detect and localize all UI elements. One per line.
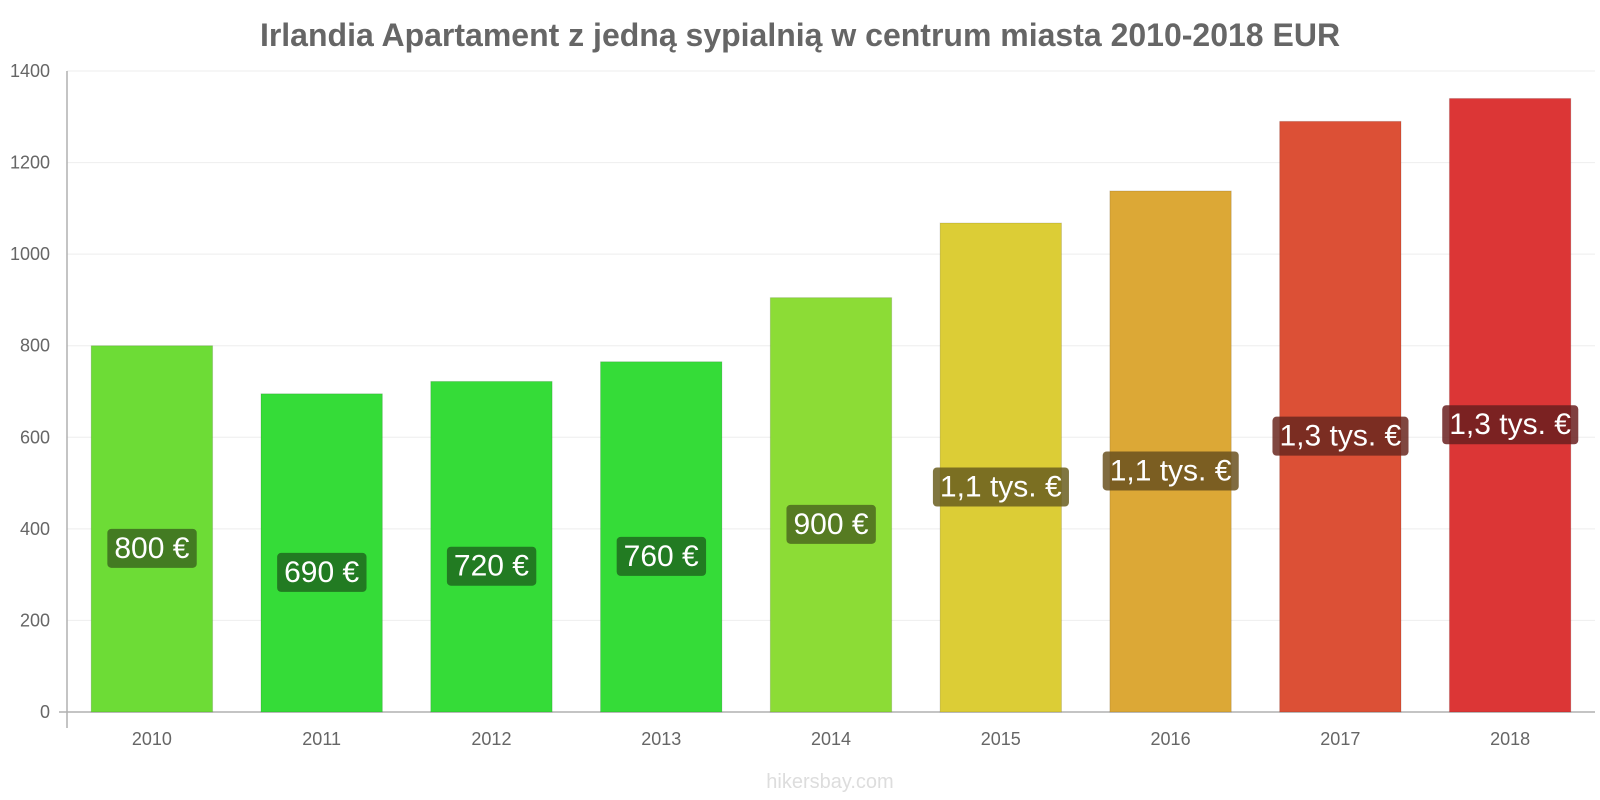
data-label-background <box>786 504 876 544</box>
x-tick-label: 2010 <box>132 729 172 749</box>
data-label-background <box>1442 405 1579 445</box>
x-tick-label: 2016 <box>1151 729 1191 749</box>
data-label-2014: 900 € <box>786 504 876 544</box>
data-label-background <box>107 528 197 568</box>
y-tick-label: 1400 <box>10 61 50 81</box>
data-label-2010: 800 € <box>107 528 197 568</box>
bars <box>90 97 1572 713</box>
y-tick-label: 800 <box>20 336 50 356</box>
chart-title: Irlandia Apartament z jedną sypialnią w … <box>260 17 1340 53</box>
y-tick-label: 400 <box>20 519 50 539</box>
x-tick-label: 2018 <box>1490 729 1530 749</box>
y-tick-label: 1200 <box>10 153 50 173</box>
x-tick-label: 2015 <box>981 729 1021 749</box>
data-label-2013: 760 € <box>616 536 707 576</box>
data-label-text: 1,1 tys. € <box>940 471 1062 504</box>
x-tick-label: 2014 <box>811 729 851 749</box>
x-tick-label: 2012 <box>471 729 511 749</box>
data-label-text: 1,3 tys. € <box>1279 420 1401 453</box>
data-label-text: 800 € <box>114 532 189 565</box>
watermark: hikersbay.com <box>766 771 893 793</box>
data-label-2012: 720 € <box>446 546 537 586</box>
data-labels: 800 € 690 € 720 € 760 € 900 € 1,1 tys. € 1,1 t… <box>107 405 1579 592</box>
data-label-text: 760 € <box>624 540 699 573</box>
data-label-background <box>1272 416 1409 456</box>
data-label-text: 720 € <box>454 550 529 583</box>
data-label-text: 1,3 tys. € <box>1449 408 1571 441</box>
x-tick-label: 2017 <box>1320 729 1360 749</box>
data-label-2011: 690 € <box>277 552 367 592</box>
y-tick-label: 200 <box>20 610 50 630</box>
data-label-text: 900 € <box>793 508 868 541</box>
data-label-background <box>932 467 1069 507</box>
data-label-text: 1,1 tys. € <box>1110 454 1232 487</box>
data-label-2016: 1,1 tys. € <box>1102 451 1239 491</box>
data-label-2015: 1,1 tys. € <box>932 467 1069 507</box>
y-tick-label: 1000 <box>10 244 50 264</box>
data-label-background <box>1102 451 1239 491</box>
data-label-2018: 1,3 tys. € <box>1442 405 1579 445</box>
x-tick-label: 2011 <box>302 729 341 749</box>
x-tick-label: 2013 <box>641 729 681 749</box>
data-label-background <box>277 552 367 592</box>
y-tick-label: 0 <box>40 702 50 722</box>
data-label-background <box>446 546 537 586</box>
data-label-2017: 1,3 tys. € <box>1272 416 1409 456</box>
y-tick-label: 600 <box>20 427 50 447</box>
data-label-text: 690 € <box>284 556 359 589</box>
data-label-background <box>616 536 707 576</box>
